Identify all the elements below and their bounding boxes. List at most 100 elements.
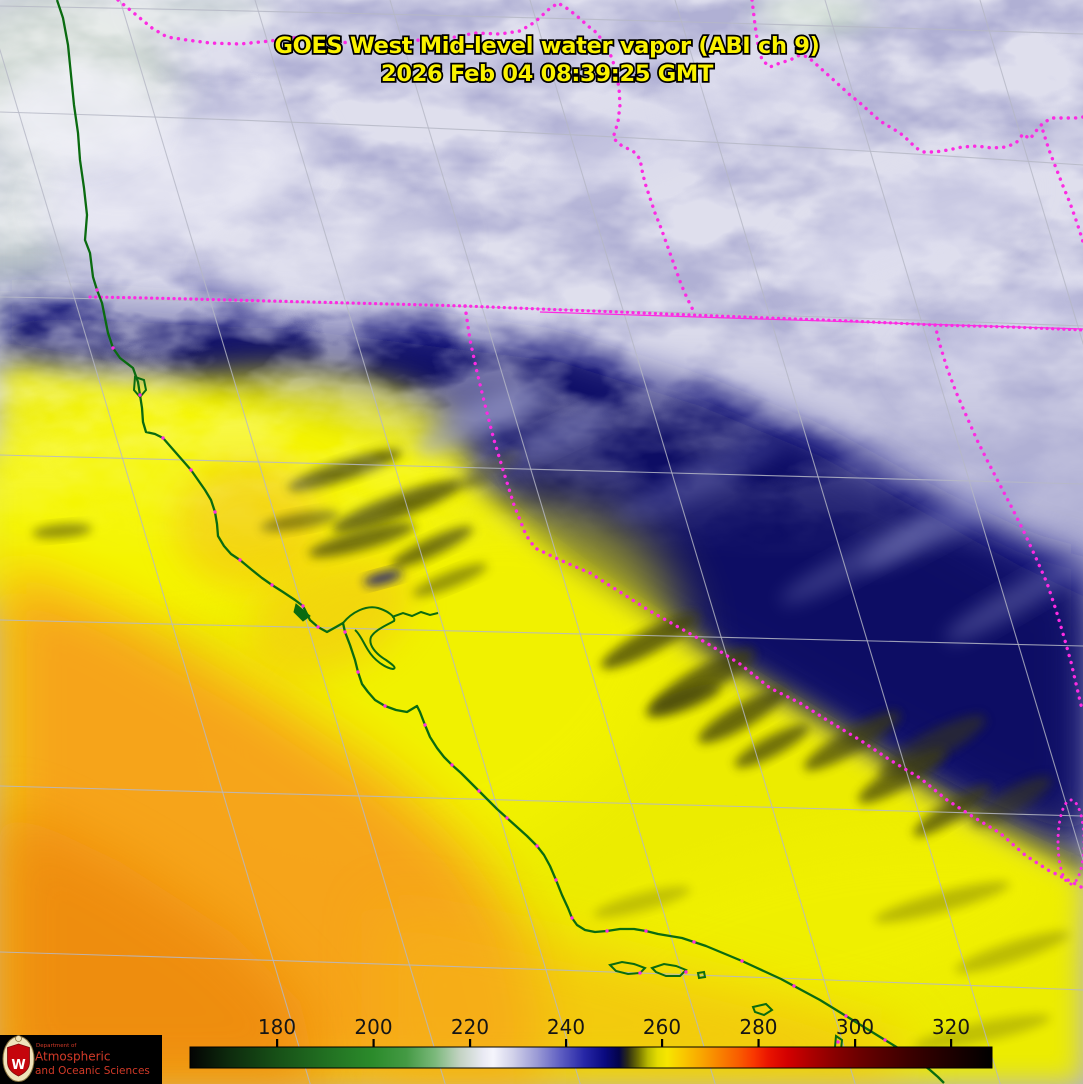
border-lake-outline — [1056, 798, 1083, 886]
wv-field-layer — [874, 881, 1010, 923]
coastal-border-dot — [570, 916, 574, 920]
coastal-border-dot — [505, 816, 509, 820]
border-nv-ut — [933, 323, 1083, 714]
border-right-vertical — [1041, 129, 1083, 244]
coastal-border-dot — [792, 984, 796, 988]
wv-field-layer — [913, 785, 991, 837]
coastal-border-dot — [836, 1040, 840, 1044]
wv-field-layer — [529, 104, 721, 196]
colorbar: 180 200 220 240 260 280 300 320 — [189, 1015, 993, 1069]
wv-field-layer — [645, 684, 721, 718]
coastal-border-dot — [477, 789, 481, 793]
wv-field-layer — [945, 558, 1083, 642]
wv-field-layer — [380, 905, 900, 1084]
border-42n-solid — [539, 311, 1083, 330]
graticule-parallel — [0, 785, 1083, 817]
coastal-border-dot — [423, 723, 427, 727]
uw-aos-logo: W Department of Atmospheric and Oceanic … — [0, 1035, 162, 1084]
coastline-detail — [650, 962, 688, 977]
wv-field-layer — [954, 931, 1070, 973]
coastal-border-dot — [138, 393, 142, 397]
wv-field-layer — [780, 515, 940, 605]
coastal-border-dot — [844, 1014, 848, 1018]
wv-field-layer — [785, 161, 1025, 299]
coastal-border-dot — [189, 468, 193, 472]
coastal-border-dot — [356, 670, 360, 674]
image-timestamp: 2026 Feb 04 08:39:25 GMT — [381, 61, 714, 87]
coastline-detail — [696, 970, 707, 980]
wv-field-layer — [803, 711, 901, 771]
coastal-border-dot — [535, 844, 539, 848]
coastal-border-dot — [111, 346, 115, 350]
coastline-path — [55, 0, 945, 1084]
coastal-border-dot — [343, 630, 347, 634]
coastal-border-dot — [638, 971, 642, 975]
border-columbia-snake — [116, 0, 697, 316]
graticule-parallel — [0, 951, 1083, 991]
border-ca-nv — [463, 304, 1083, 890]
wv-field-layer — [734, 724, 810, 768]
graticule-meridian — [254, 0, 581, 1084]
coastal-border-dot — [605, 929, 609, 933]
wv-field-layer — [416, 386, 544, 454]
image-title: GOES West Mid-level water vapor (ABI ch … — [274, 33, 819, 59]
wv-field-layer — [0, 805, 320, 1084]
wv-field-layer — [910, 276, 1083, 384]
logo-line1: Atmospheric — [35, 1050, 110, 1064]
colorbar-tick — [468, 1039, 472, 1047]
graticule-parallel — [0, 619, 1083, 647]
crest-letter: W — [11, 1058, 25, 1073]
graticule-meridian — [979, 0, 1083, 346]
wv-field-layer — [671, 56, 849, 124]
colorbar-tick-label: 300 — [836, 1015, 874, 1039]
wv-field-layer — [698, 688, 786, 744]
coastline-detail — [342, 606, 396, 671]
colorbar-tick — [757, 1039, 760, 1047]
graticule-meridian — [674, 0, 1001, 1084]
wv-field-layer — [363, 570, 403, 586]
colorbar-tick-label: 240 — [547, 1015, 585, 1039]
coastal-border-dot — [450, 763, 454, 767]
coastal-border-dot — [554, 878, 558, 882]
wv-field-layer — [601, 613, 699, 669]
graticule-parallel — [0, 5, 1083, 35]
colorbar-tick — [564, 1039, 568, 1047]
logo-department-label: Department of — [36, 1043, 77, 1049]
coastline-detail — [751, 1002, 774, 1017]
coastal-border-dot — [644, 929, 648, 933]
crest-shield-icon — [7, 1043, 30, 1077]
graticule-meridian — [0, 48, 311, 1084]
coastal-border-dot — [740, 959, 744, 963]
colorbar-tick — [372, 1039, 375, 1047]
coastal-border-dot — [684, 970, 688, 974]
state-borders — [88, 0, 1083, 890]
graticule-meridian — [119, 0, 446, 1084]
wv-field-layer — [913, 1014, 1051, 1050]
coastal-border-dot — [270, 583, 274, 587]
colorbar-tick-label: 220 — [451, 1015, 489, 1039]
graticule-meridian — [529, 0, 856, 1084]
coastline — [55, 0, 945, 1084]
coastline-detail — [391, 610, 439, 618]
graticule-meridian — [389, 0, 716, 1084]
colorbar-tick-label: 280 — [739, 1015, 777, 1039]
colorbar-tick-label: 180 — [258, 1015, 296, 1039]
colorbar-tick — [950, 1039, 953, 1047]
graticule-meridian — [824, 0, 1083, 862]
wv-field-layer — [217, 208, 453, 302]
coastal-border-dot — [161, 436, 165, 440]
colorbar-tick-label: 200 — [354, 1015, 392, 1039]
peninsula-shape — [293, 603, 311, 622]
colorbar-tick — [854, 1039, 857, 1047]
wv-field-layer — [593, 886, 691, 918]
colorbar-tick-label: 260 — [643, 1015, 681, 1039]
coastal-border-dot — [692, 940, 696, 944]
wv-field-layer — [878, 715, 986, 777]
coastal-border-dot — [95, 288, 99, 292]
coastline-detail — [132, 375, 148, 399]
crest-top-icon — [15, 1035, 22, 1042]
coastal-border-dot — [301, 604, 305, 608]
